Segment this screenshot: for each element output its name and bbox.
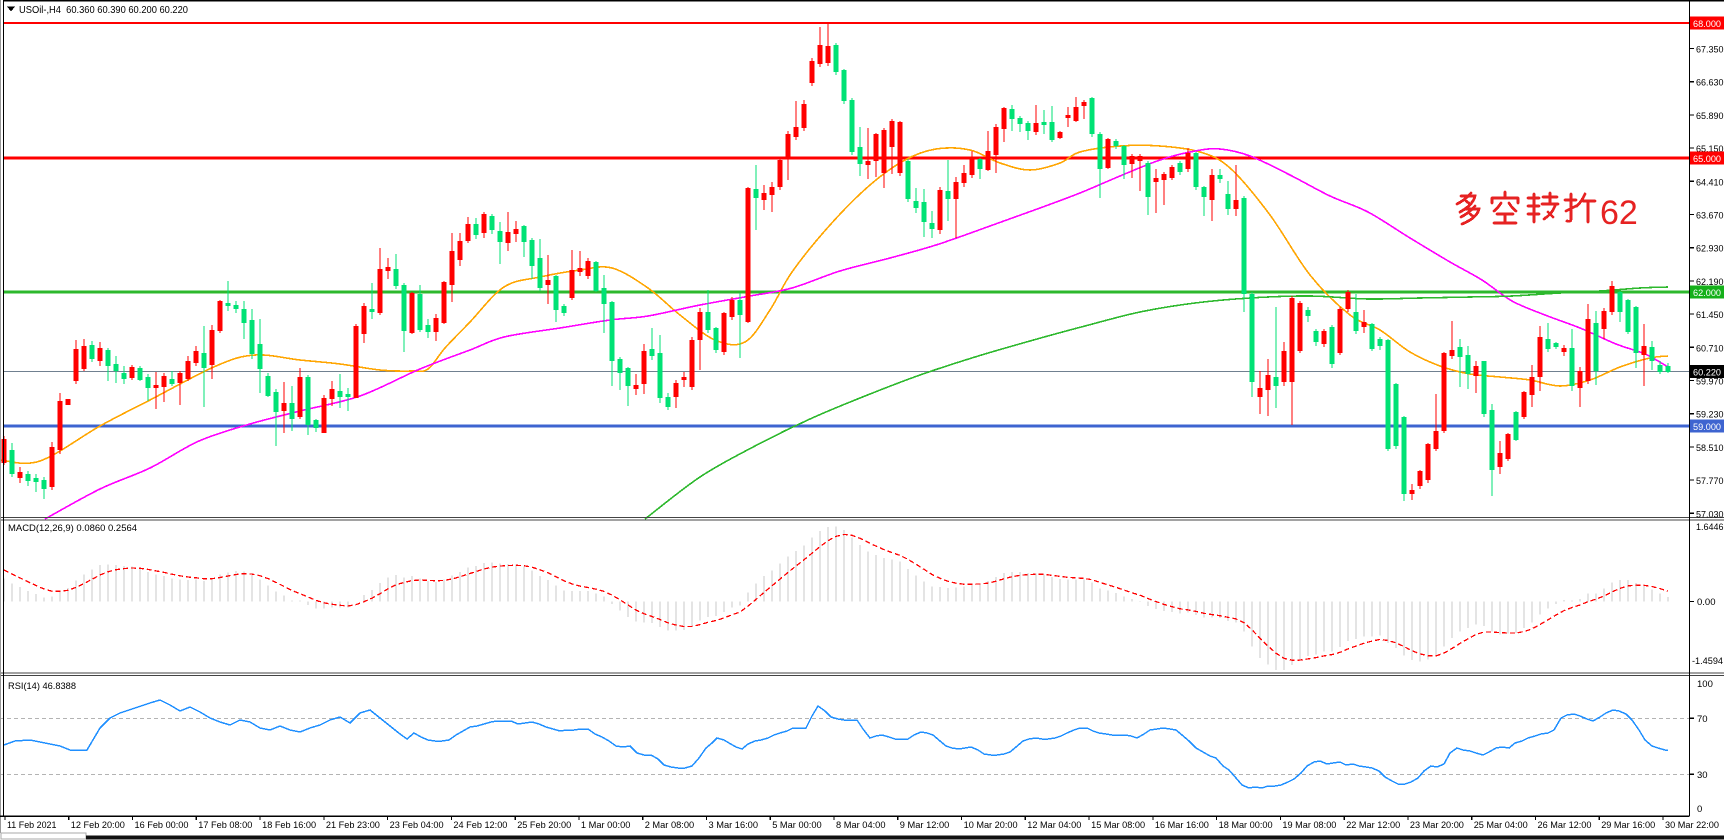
svg-text:1.6446: 1.6446 — [1696, 522, 1724, 533]
svg-text:65.150: 65.150 — [1696, 144, 1724, 155]
svg-text:23 Feb 04:00: 23 Feb 04:00 — [390, 820, 444, 831]
svg-text:2 Mar 08:00: 2 Mar 08:00 — [645, 820, 695, 831]
svg-text:11 Feb 2021: 11 Feb 2021 — [7, 820, 57, 831]
svg-text:16 Feb 00:00: 16 Feb 00:00 — [135, 820, 189, 831]
svg-text:65.000: 65.000 — [1693, 154, 1721, 165]
svg-text:57.030: 57.030 — [1696, 509, 1724, 520]
svg-text:15 Mar 08:00: 15 Mar 08:00 — [1091, 820, 1145, 831]
svg-text:62: 62 — [1600, 194, 1638, 232]
svg-text:3 Mar 16:00: 3 Mar 16:00 — [709, 820, 759, 831]
svg-text:65.890: 65.890 — [1696, 111, 1724, 122]
svg-text:59.000: 59.000 — [1693, 422, 1721, 433]
svg-text:0: 0 — [1697, 804, 1702, 815]
svg-text:18 Feb 16:00: 18 Feb 16:00 — [262, 820, 316, 831]
svg-text:24 Feb 12:00: 24 Feb 12:00 — [453, 820, 507, 831]
svg-text:26 Mar 12:00: 26 Mar 12:00 — [1538, 820, 1592, 831]
svg-text:62.930: 62.930 — [1696, 244, 1724, 255]
svg-text:68.000: 68.000 — [1693, 19, 1721, 30]
svg-text:70: 70 — [1697, 714, 1708, 725]
svg-text:RSI(14) 46.8388: RSI(14) 46.8388 — [8, 681, 76, 692]
svg-text:0.00: 0.00 — [1697, 597, 1716, 608]
svg-text:9 Mar 12:00: 9 Mar 12:00 — [900, 820, 950, 831]
svg-text:22 Mar 12:00: 22 Mar 12:00 — [1346, 820, 1400, 831]
svg-text:60.710: 60.710 — [1696, 343, 1724, 354]
svg-text:63.670: 63.670 — [1696, 211, 1724, 222]
svg-text:25 Mar 04:00: 25 Mar 04:00 — [1474, 820, 1528, 831]
svg-text:59.230: 59.230 — [1696, 410, 1724, 421]
svg-text:58.510: 58.510 — [1696, 443, 1724, 454]
svg-text:23 Mar 20:00: 23 Mar 20:00 — [1410, 820, 1464, 831]
svg-text:19 Mar 08:00: 19 Mar 08:00 — [1282, 820, 1336, 831]
svg-text:67.350: 67.350 — [1696, 45, 1724, 56]
svg-text:16 Mar 16:00: 16 Mar 16:00 — [1155, 820, 1209, 831]
svg-text:64.410: 64.410 — [1696, 177, 1724, 188]
svg-text:-1.4594: -1.4594 — [1692, 656, 1723, 667]
svg-text:100: 100 — [1697, 679, 1713, 690]
svg-text:29 Mar 16:00: 29 Mar 16:00 — [1601, 820, 1655, 831]
svg-text:12 Feb 20:00: 12 Feb 20:00 — [71, 820, 125, 831]
svg-text:21 Feb 23:00: 21 Feb 23:00 — [326, 820, 380, 831]
svg-text:25 Feb 20:00: 25 Feb 20:00 — [517, 820, 571, 831]
svg-text:5 Mar 00:00: 5 Mar 00:00 — [772, 820, 822, 831]
svg-text:62.190: 62.190 — [1696, 277, 1724, 288]
svg-text:61.450: 61.450 — [1696, 310, 1724, 321]
svg-text:1 Mar 00:00: 1 Mar 00:00 — [581, 820, 631, 831]
svg-text:12 Mar 04:00: 12 Mar 04:00 — [1027, 820, 1081, 831]
svg-text:10 Mar 20:00: 10 Mar 20:00 — [964, 820, 1018, 831]
svg-text:60.220: 60.220 — [1693, 368, 1721, 379]
svg-text:59.970: 59.970 — [1696, 377, 1724, 388]
svg-text:62.000: 62.000 — [1693, 288, 1721, 299]
svg-text:18 Mar 00:00: 18 Mar 00:00 — [1219, 820, 1273, 831]
svg-text:30: 30 — [1697, 770, 1708, 781]
svg-text:17 Feb 08:00: 17 Feb 08:00 — [198, 820, 252, 831]
svg-text:30 Mar 22:00: 30 Mar 22:00 — [1665, 820, 1719, 831]
svg-text:57.770: 57.770 — [1696, 476, 1724, 487]
svg-text:66.630: 66.630 — [1696, 78, 1724, 89]
svg-text:USOil-,H4 60.360 60.390 60.20: USOil-,H4 60.360 60.390 60.200 60.220 — [19, 5, 188, 16]
svg-text:MACD(12,26,9) 0.0860 0.2564: MACD(12,26,9) 0.0860 0.2564 — [8, 523, 137, 534]
svg-text:8 Mar 04:00: 8 Mar 04:00 — [836, 820, 886, 831]
